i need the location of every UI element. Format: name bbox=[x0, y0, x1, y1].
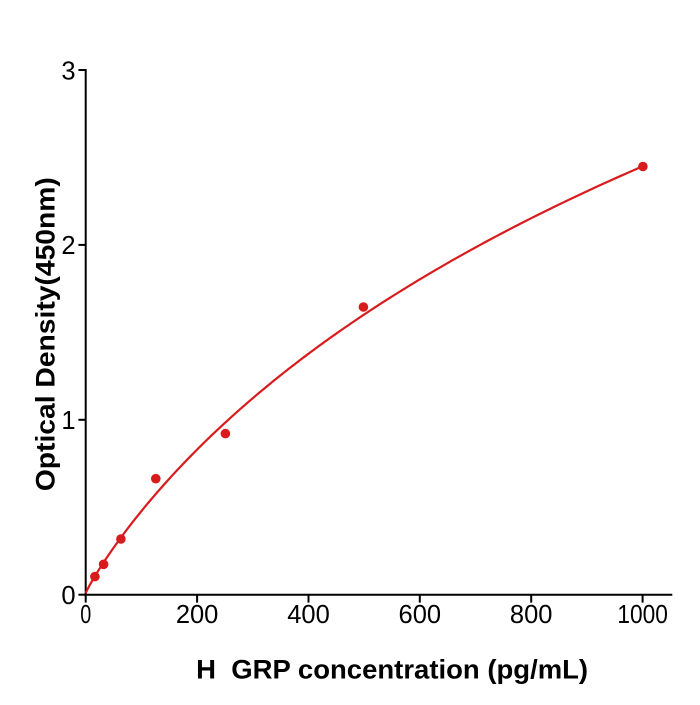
svg-text:400: 400 bbox=[287, 601, 330, 629]
svg-text:1: 1 bbox=[61, 407, 75, 435]
svg-text:200: 200 bbox=[176, 601, 219, 629]
svg-text:600: 600 bbox=[399, 601, 442, 629]
svg-text:0: 0 bbox=[61, 582, 75, 610]
svg-text:2: 2 bbox=[61, 232, 75, 260]
svg-text:0: 0 bbox=[80, 601, 91, 629]
svg-text:Optical Density(450nm): Optical Density(450nm) bbox=[31, 177, 61, 491]
svg-text:3: 3 bbox=[61, 57, 75, 85]
svg-text:H GRP concentration (pg/mL): H GRP concentration (pg/mL) bbox=[196, 655, 588, 685]
svg-text:800: 800 bbox=[510, 601, 553, 629]
svg-text:1000: 1000 bbox=[617, 601, 668, 629]
